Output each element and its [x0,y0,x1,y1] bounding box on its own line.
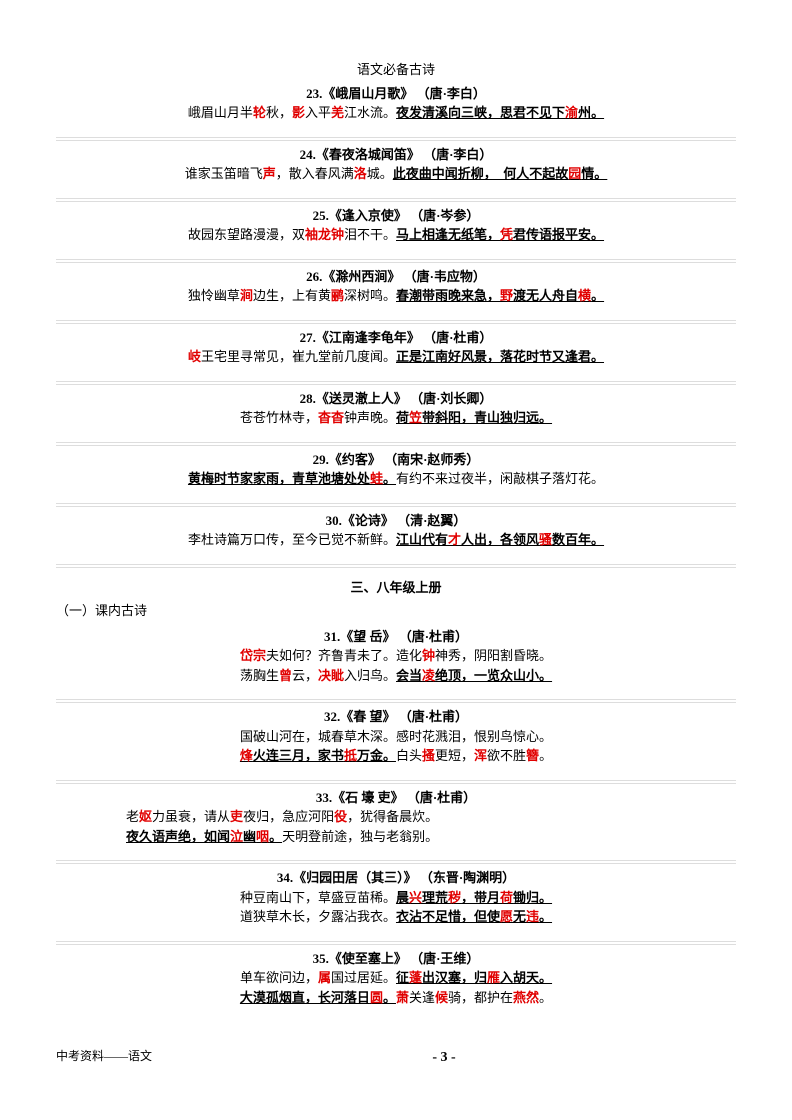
poem-line: 独怜幽草涧边生，上有黄鹂深树鸣。春潮带雨晚来急，野渡无人舟自横。 [56,286,736,306]
poem-title: 24.《春夜洛城闻笛》 （唐·李白） [56,145,736,165]
page-content: 语文必备古诗 23.《峨眉山月歌》 （唐·李白） 峨眉山月半轮秋，影入平羌江水流… [0,0,792,1061]
poem-title: 29.《约客》 （南宋·赵师秀） [56,450,736,470]
poem-line: 道狭草木长，夕露沾我衣。衣沾不足惜，但使愿无违。 [56,907,736,927]
sub-section: （一）课内古诗 [56,601,736,621]
poem-line: 黄梅时节家家雨，青草池塘处处蛙。有约不来过夜半，闲敲棋子落灯花。 [56,469,736,489]
separator [56,503,736,507]
poem-line: 李杜诗篇万口传，至今已觉不新鲜。江山代有才人出，各领风骚数百年。 [56,530,736,550]
separator [56,442,736,446]
poem-30: 30.《论诗》 （清·赵翼） 李杜诗篇万口传，至今已觉不新鲜。江山代有才人出，各… [56,511,736,550]
poem-28: 28.《送灵澈上人》 （唐·刘长卿） 苍苍竹林寺，杳杳钟声晚。荷笠带斜阳，青山独… [56,389,736,428]
poem-line: 峨眉山月半轮秋，影入平羌江水流。夜发清溪向三峡，思君不见下渝州。 [56,103,736,123]
poem-line: 老妪力虽衰，请从吏夜归，急应河阳役，犹得备晨炊。 [56,807,736,827]
poem-title: 34.《归园田居（其三）》 （东晋·陶渊明） [56,868,736,888]
poem-29: 29.《约客》 （南宋·赵师秀） 黄梅时节家家雨，青草池塘处处蛙。有约不来过夜半… [56,450,736,489]
separator [56,699,736,703]
poem-line: 大漠孤烟直，长河落日圆。萧关逢候骑，都护在燕然。 [56,988,736,1008]
poem-line: 苍苍竹林寺，杳杳钟声晚。荷笠带斜阳，青山独归远。 [56,408,736,428]
poem-line: 国破山河在，城春草木深。感时花溅泪，恨别鸟惊心。 [56,727,736,747]
poem-title: 27.《江南逢李龟年》 （唐·杜甫） [56,328,736,348]
poem-title: 35.《使至塞上》 （唐·王维） [56,949,736,969]
poem-line: 种豆南山下，草盛豆苗稀。晨兴理荒秽，带月荷锄归。 [56,888,736,908]
poem-24: 24.《春夜洛城闻笛》 （唐·李白） 谁家玉笛暗飞声，散入春风满洛城。此夜曲中闻… [56,145,736,184]
page-header: 语文必备古诗 [56,60,736,80]
poem-line: 单车欲问边，属国过居延。征蓬出汉塞，归雁入胡天。 [56,968,736,988]
poem-title: 30.《论诗》 （清·赵翼） [56,511,736,531]
poem-23: 23.《峨眉山月歌》 （唐·李白） 峨眉山月半轮秋，影入平羌江水流。夜发清溪向三… [56,84,736,123]
poem-31: 31.《望 岳》 （唐·杜甫） 岱宗夫如何？齐鲁青未了。造化钟神秀，阴阳割昏晓。… [56,627,736,686]
separator [56,259,736,263]
section-title: 三、八年级上册 [56,578,736,598]
poem-line: 岐王宅里寻常见，崔九堂前几度闻。正是江南好风景，落花时节又逢君。 [56,347,736,367]
poem-title: 32.《春 望》 （唐·杜甫） [56,707,736,727]
poem-26: 26.《滁州西涧》 （唐·韦应物） 独怜幽草涧边生，上有黄鹂深树鸣。春潮带雨晚来… [56,267,736,306]
poem-27: 27.《江南逢李龟年》 （唐·杜甫） 岐王宅里寻常见，崔九堂前几度闻。正是江南好… [56,328,736,367]
poem-line: 夜久语声绝，如闻泣幽咽。天明登前途，独与老翁别。 [56,827,736,847]
separator [56,320,736,324]
footer-page-number: - 3 - [56,1047,736,1068]
footer-left: 中考资料——语文 [56,1047,152,1065]
poem-title: 31.《望 岳》 （唐·杜甫） [56,627,736,647]
separator [56,860,736,864]
separator [56,780,736,784]
separator [56,564,736,568]
poem-line: 荡胸生曾云，决眦入归鸟。会当凌绝顶，一览众山小。 [56,666,736,686]
poem-line: 岱宗夫如何？齐鲁青未了。造化钟神秀，阴阳割昏晓。 [56,646,736,666]
separator [56,198,736,202]
poem-title: 26.《滁州西涧》 （唐·韦应物） [56,267,736,287]
poem-line: 故园东望路漫漫，双袖龙钟泪不干。马上相逢无纸笔，凭君传语报平安。 [56,225,736,245]
page-footer: 中考资料——语文 - 3 - [56,1047,736,1068]
poem-35: 35.《使至塞上》 （唐·王维） 单车欲问边，属国过居延。征蓬出汉塞，归雁入胡天… [56,949,736,1008]
poem-title: 33.《石 壕 吏》 （唐·杜甫） [56,788,736,808]
separator [56,381,736,385]
separator [56,941,736,945]
poem-33: 33.《石 壕 吏》 （唐·杜甫） 老妪力虽衰，请从吏夜归，急应河阳役，犹得备晨… [56,788,736,847]
poem-title: 25.《逢入京使》 （唐·岑参） [56,206,736,226]
poem-34: 34.《归园田居（其三）》 （东晋·陶渊明） 种豆南山下，草盛豆苗稀。晨兴理荒秽… [56,868,736,927]
poem-title: 28.《送灵澈上人》 （唐·刘长卿） [56,389,736,409]
poem-25: 25.《逢入京使》 （唐·岑参） 故园东望路漫漫，双袖龙钟泪不干。马上相逢无纸笔… [56,206,736,245]
poem-32: 32.《春 望》 （唐·杜甫） 国破山河在，城春草木深。感时花溅泪，恨别鸟惊心。… [56,707,736,766]
poem-line: 烽火连三月，家书抵万金。白头搔更短，浑欲不胜簪。 [56,746,736,766]
poem-title: 23.《峨眉山月歌》 （唐·李白） [56,84,736,104]
poem-line: 谁家玉笛暗飞声，散入春风满洛城。此夜曲中闻折柳， 何人不起故园情。 [56,164,736,184]
separator [56,137,736,141]
